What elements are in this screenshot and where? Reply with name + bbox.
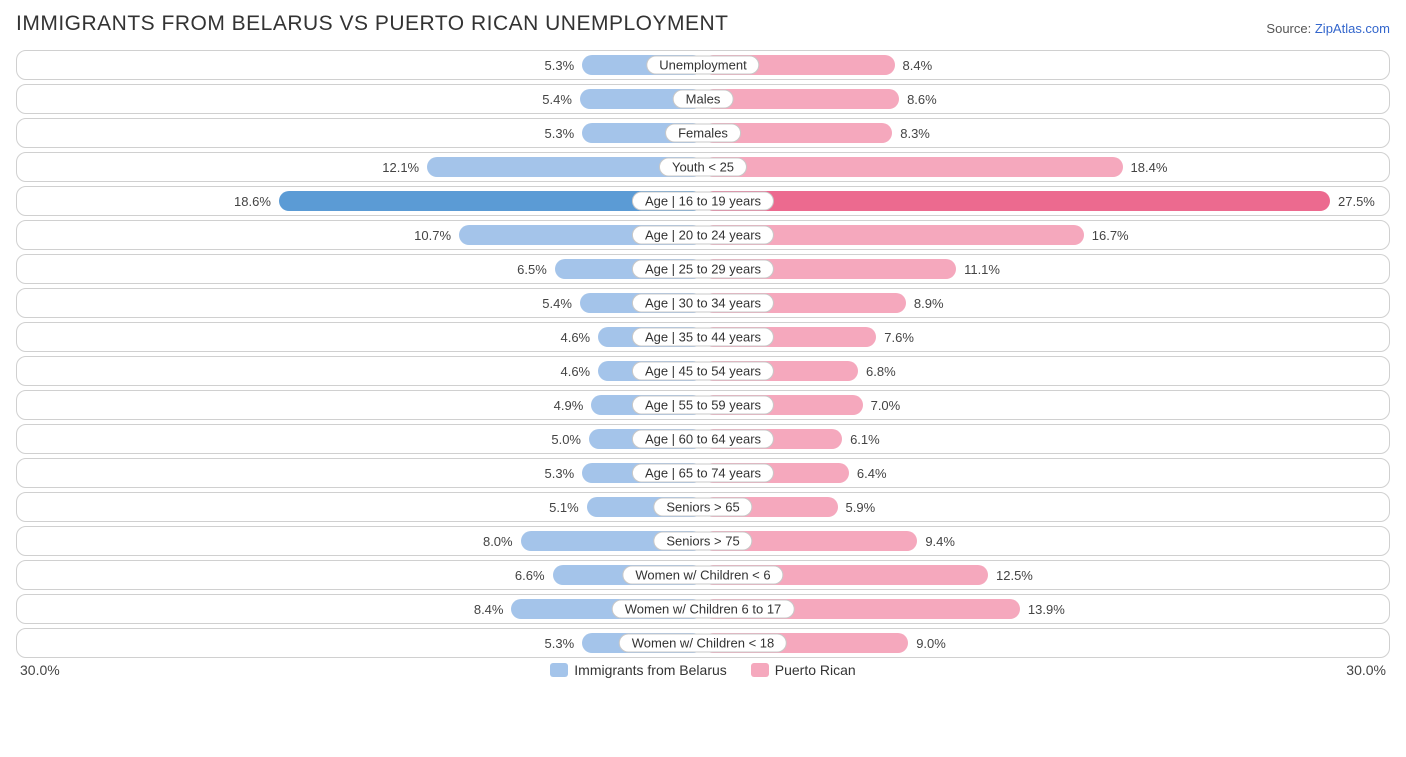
- chart-row: 4.6% 6.8% Age | 45 to 54 years: [16, 356, 1390, 386]
- value-left: 8.4%: [466, 602, 512, 617]
- value-left: 4.9%: [546, 398, 592, 413]
- chart-row: 5.4% 8.9% Age | 30 to 34 years: [16, 288, 1390, 318]
- value-right: 16.7%: [1084, 228, 1137, 243]
- value-left: 10.7%: [406, 228, 459, 243]
- chart-row: 6.6% 12.5% Women w/ Children < 6: [16, 560, 1390, 590]
- value-right: 12.5%: [988, 568, 1041, 583]
- value-right: 5.9%: [838, 500, 884, 515]
- chart-row: 12.1% 18.4% Youth < 25: [16, 152, 1390, 182]
- source-link[interactable]: ZipAtlas.com: [1315, 21, 1390, 36]
- legend-label-left: Immigrants from Belarus: [574, 662, 726, 678]
- bar-right: [703, 157, 1123, 177]
- value-right: 11.1%: [956, 262, 1008, 277]
- category-label: Age | 25 to 29 years: [632, 260, 774, 279]
- category-label: Seniors > 75: [653, 532, 752, 551]
- value-left: 12.1%: [374, 160, 427, 175]
- value-left: 5.3%: [537, 58, 583, 73]
- legend: Immigrants from Belarus Puerto Rican: [550, 662, 855, 678]
- chart-row: 5.3% 6.4% Age | 65 to 74 years: [16, 458, 1390, 488]
- chart-row: 4.9% 7.0% Age | 55 to 59 years: [16, 390, 1390, 420]
- axis-max-right: 30.0%: [1346, 662, 1386, 678]
- chart-row: 8.4% 13.9% Women w/ Children 6 to 17: [16, 594, 1390, 624]
- category-label: Age | 65 to 74 years: [632, 464, 774, 483]
- value-right: 18.4%: [1123, 160, 1176, 175]
- value-left: 5.3%: [537, 126, 583, 141]
- category-label: Age | 45 to 54 years: [632, 362, 774, 381]
- value-left: 4.6%: [552, 330, 598, 345]
- category-label: Women w/ Children 6 to 17: [612, 600, 795, 619]
- category-label: Age | 20 to 24 years: [632, 226, 774, 245]
- category-label: Women w/ Children < 6: [622, 566, 783, 585]
- value-left: 8.0%: [475, 534, 521, 549]
- category-label: Females: [665, 124, 741, 143]
- value-right: 6.4%: [849, 466, 895, 481]
- bar-right: [703, 191, 1330, 211]
- chart-row: 6.5% 11.1% Age | 25 to 29 years: [16, 254, 1390, 284]
- value-right: 27.5%: [1330, 194, 1383, 209]
- category-label: Age | 60 to 64 years: [632, 430, 774, 449]
- category-label: Unemployment: [646, 56, 759, 75]
- value-left: 5.3%: [537, 466, 583, 481]
- chart-row: 5.3% 9.0% Women w/ Children < 18: [16, 628, 1390, 658]
- value-right: 8.9%: [906, 296, 952, 311]
- value-right: 8.6%: [899, 92, 945, 107]
- category-label: Women w/ Children < 18: [619, 634, 787, 653]
- source-label: Source:: [1266, 21, 1311, 36]
- value-left: 5.4%: [534, 296, 580, 311]
- value-right: 8.3%: [892, 126, 938, 141]
- value-left: 5.4%: [534, 92, 580, 107]
- value-left: 6.5%: [509, 262, 555, 277]
- chart-row: 8.0% 9.4% Seniors > 75: [16, 526, 1390, 556]
- legend-item-left: Immigrants from Belarus: [550, 662, 726, 678]
- value-left: 5.3%: [537, 636, 583, 651]
- chart-row: 10.7% 16.7% Age | 20 to 24 years: [16, 220, 1390, 250]
- legend-swatch-left: [550, 663, 568, 677]
- category-label: Age | 16 to 19 years: [632, 192, 774, 211]
- axis-max-left: 30.0%: [20, 662, 60, 678]
- legend-label-right: Puerto Rican: [775, 662, 856, 678]
- value-right: 7.6%: [876, 330, 922, 345]
- value-right: 6.1%: [842, 432, 888, 447]
- chart-row: 5.3% 8.3% Females: [16, 118, 1390, 148]
- category-label: Age | 35 to 44 years: [632, 328, 774, 347]
- value-left: 5.0%: [543, 432, 589, 447]
- value-left: 6.6%: [507, 568, 553, 583]
- value-left: 18.6%: [226, 194, 279, 209]
- diverging-bar-chart: 5.3% 8.4% Unemployment 5.4% 8.6% Males 5.3% 8.3…: [16, 50, 1390, 658]
- category-label: Age | 30 to 34 years: [632, 294, 774, 313]
- value-right: 8.4%: [895, 58, 941, 73]
- category-label: Youth < 25: [659, 158, 747, 177]
- legend-item-right: Puerto Rican: [751, 662, 856, 678]
- category-label: Age | 55 to 59 years: [632, 396, 774, 415]
- legend-swatch-right: [751, 663, 769, 677]
- chart-row: 4.6% 7.6% Age | 35 to 44 years: [16, 322, 1390, 352]
- chart-row: 5.4% 8.6% Males: [16, 84, 1390, 114]
- value-right: 13.9%: [1020, 602, 1073, 617]
- chart-row: 5.1% 5.9% Seniors > 65: [16, 492, 1390, 522]
- value-right: 7.0%: [863, 398, 909, 413]
- value-right: 9.4%: [917, 534, 963, 549]
- chart-row: 5.0% 6.1% Age | 60 to 64 years: [16, 424, 1390, 454]
- category-label: Seniors > 65: [653, 498, 752, 517]
- page-title: IMMIGRANTS FROM BELARUS VS PUERTO RICAN …: [16, 12, 728, 36]
- value-right: 6.8%: [858, 364, 904, 379]
- chart-row: 18.6% 27.5% Age | 16 to 19 years: [16, 186, 1390, 216]
- value-left: 4.6%: [552, 364, 598, 379]
- source-attribution: Source: ZipAtlas.com: [1266, 21, 1390, 36]
- chart-row: 5.3% 8.4% Unemployment: [16, 50, 1390, 80]
- category-label: Males: [673, 90, 734, 109]
- value-left: 5.1%: [541, 500, 587, 515]
- value-right: 9.0%: [908, 636, 954, 651]
